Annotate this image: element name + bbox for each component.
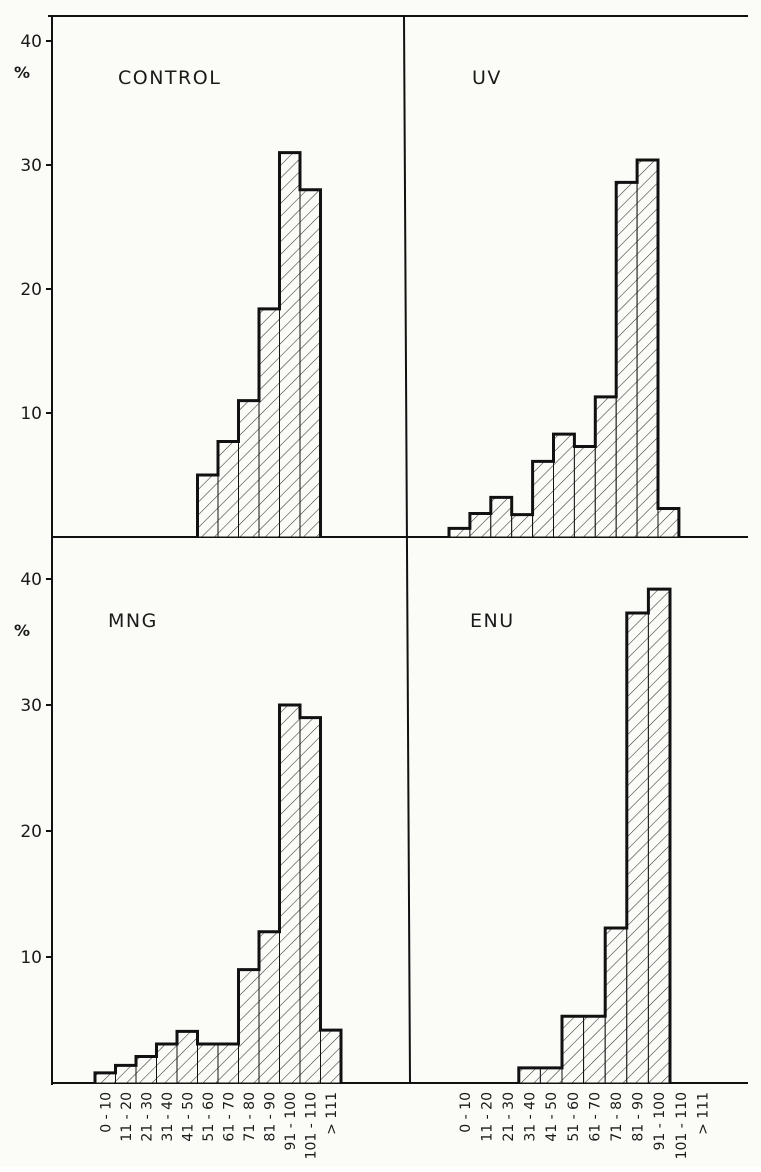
- bar-enu-4: [539, 1067, 563, 1084]
- histogram-outline-enu: [517, 587, 672, 1083]
- bar-enu-6: [583, 1015, 606, 1084]
- bar-mng-10: [299, 717, 321, 1084]
- y-tick-label-mng-30: 30: [20, 696, 42, 716]
- x-category-label-mng-5: 51 - 60: [201, 1092, 217, 1142]
- bar-uv-2: [490, 496, 513, 538]
- bar-enu-8: [626, 612, 649, 1084]
- x-category-label-enu-0: 0 - 10: [458, 1092, 474, 1133]
- x-category-label-enu-8: 81 - 90: [631, 1092, 647, 1142]
- y-unit-label-top: %: [14, 63, 30, 82]
- x-category-label-mng-9: 91 - 100: [283, 1092, 299, 1151]
- bar-uv-10: [657, 507, 680, 538]
- x-category-label-enu-6: 61 - 70: [587, 1092, 603, 1142]
- bar-enu-9: [647, 588, 671, 1084]
- bar-uv-3: [511, 514, 534, 538]
- bar-mng-5: [197, 1043, 219, 1084]
- bar-mng-11: [320, 1029, 342, 1084]
- histogram-outline-uv: [447, 158, 681, 537]
- bar-enu-3: [518, 1067, 541, 1084]
- x-category-label-mng-6: 61 - 70: [221, 1092, 237, 1142]
- bar-uv-7: [594, 396, 617, 538]
- center-divider-line: [403, 15, 411, 1083]
- x-category-label-mng-2: 21 - 30: [139, 1092, 155, 1142]
- x-category-label-enu-5: 51 - 60: [566, 1092, 582, 1142]
- y-tick-label-control-30: 30: [20, 156, 42, 176]
- x-category-label-mng-0: 0 - 10: [98, 1092, 114, 1133]
- y-tick-label-control-10: 10: [20, 404, 42, 424]
- y-tick-label-mng-20: 20: [20, 822, 42, 842]
- y-tick-label-control-40: 40: [20, 32, 42, 52]
- panel-title-uv: UV: [472, 67, 502, 89]
- bar-mng-8: [258, 931, 280, 1084]
- y-tick-label-mng-40: 40: [20, 570, 42, 590]
- bar-enu-7: [604, 927, 628, 1084]
- x-category-label-enu-4: 41 - 50: [544, 1092, 560, 1142]
- bar-control-7: [238, 400, 260, 538]
- x-category-label-mng-4: 41 - 50: [180, 1092, 196, 1142]
- bar-mng-0: [94, 1072, 116, 1084]
- bar-control-10: [299, 189, 321, 538]
- bar-mng-3: [156, 1043, 178, 1084]
- bar-mng-7: [238, 969, 260, 1084]
- histogram-outline-control: [196, 151, 322, 537]
- panel-title-control: CONTROL: [118, 67, 221, 89]
- y-tick-label-mng-10: 10: [20, 948, 42, 968]
- bar-control-9: [279, 152, 301, 538]
- x-category-label-mng-3: 31 - 40: [160, 1092, 176, 1142]
- x-category-label-mng-11: > 111: [324, 1092, 340, 1135]
- x-category-label-enu-7: 71 - 80: [609, 1092, 625, 1142]
- x-category-label-enu-3: 31 - 40: [523, 1092, 539, 1142]
- bar-uv-9: [636, 159, 659, 538]
- bar-control-6: [217, 441, 239, 538]
- x-category-label-mng-8: 81 - 90: [262, 1092, 278, 1142]
- x-category-label-mng-10: 101 - 110: [303, 1092, 319, 1159]
- bar-uv-1: [469, 512, 492, 538]
- bar-mng-2: [135, 1056, 157, 1084]
- x-category-label-enu-2: 21 - 30: [501, 1092, 517, 1142]
- bar-control-5: [197, 474, 219, 538]
- bar-mng-6: [217, 1043, 239, 1084]
- x-category-label-enu-9: 91 - 100: [652, 1092, 668, 1151]
- bar-uv-6: [573, 445, 596, 538]
- x-category-label-enu-11: > 111: [695, 1092, 711, 1135]
- bar-enu-5: [561, 1015, 585, 1084]
- y-tick-label-control-20: 20: [20, 280, 42, 300]
- panel-title-enu: ENU: [470, 610, 515, 632]
- bar-uv-8: [615, 181, 638, 538]
- bar-control-8: [258, 308, 280, 538]
- histogram-outline-mng: [93, 703, 343, 1083]
- y-unit-label-bottom: %: [14, 621, 30, 640]
- bar-mng-4: [176, 1030, 198, 1084]
- panel-title-mng: MNG: [108, 610, 158, 632]
- x-category-label-enu-10: 101 - 110: [674, 1092, 690, 1159]
- x-category-label-mng-7: 71 - 80: [242, 1092, 258, 1142]
- bar-uv-4: [532, 460, 554, 538]
- bar-mng-1: [115, 1064, 137, 1084]
- x-category-label-mng-1: 11 - 20: [119, 1092, 135, 1142]
- bar-uv-5: [553, 433, 575, 538]
- x-category-label-enu-1: 11 - 20: [479, 1092, 495, 1142]
- bar-mng-9: [279, 704, 301, 1084]
